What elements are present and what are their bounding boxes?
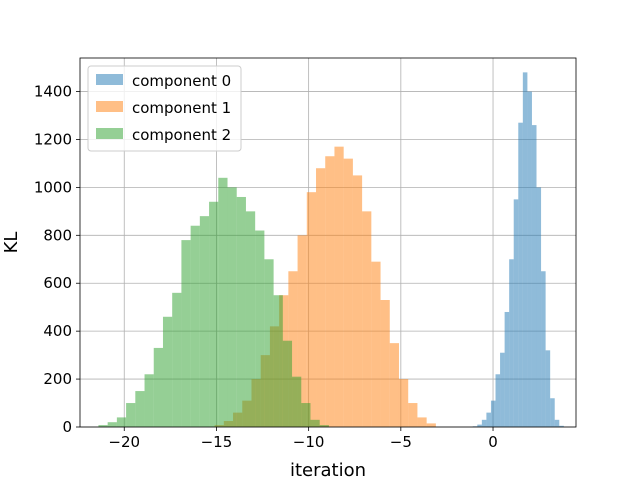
histogram-bar bbox=[245, 211, 256, 427]
series-2-bars bbox=[98, 177, 329, 427]
histogram-bar bbox=[495, 374, 501, 427]
y-tick-label: 1000 bbox=[34, 178, 72, 196]
legend-swatch bbox=[96, 101, 123, 112]
histogram-bar bbox=[236, 196, 246, 427]
plot-frame bbox=[79, 57, 577, 428]
histogram-bar bbox=[116, 417, 127, 427]
y-tick-label: 0 bbox=[62, 418, 72, 436]
histogram-bar bbox=[408, 403, 418, 427]
histogram-bar bbox=[380, 300, 390, 427]
histogram-bar bbox=[292, 376, 302, 427]
histogram-bar bbox=[306, 192, 317, 427]
y-axis-label: KL bbox=[1, 232, 22, 254]
histogram-bar bbox=[282, 340, 293, 427]
histogram-bar bbox=[273, 295, 283, 427]
histogram-bar bbox=[288, 271, 298, 427]
histogram-bar bbox=[559, 425, 564, 427]
histogram-bar bbox=[490, 400, 496, 427]
histogram-bar bbox=[426, 423, 436, 427]
histogram-bar bbox=[536, 187, 542, 427]
histogram-bar bbox=[352, 175, 363, 427]
histogram-bar bbox=[343, 158, 353, 428]
x-axis-ticks: −20 −15 −10 −5 0 bbox=[108, 427, 498, 451]
x-tick-label: −10 bbox=[293, 433, 325, 451]
histogram-bar bbox=[301, 403, 311, 427]
histogram-bar bbox=[531, 125, 537, 427]
histogram-bar bbox=[255, 230, 265, 427]
y-tick-label: 600 bbox=[43, 274, 72, 292]
histogram-bar bbox=[135, 391, 145, 427]
histogram-bar bbox=[172, 292, 182, 427]
legend-entry-label: component 2 bbox=[132, 126, 231, 144]
histogram-bar bbox=[98, 425, 108, 427]
histogram-bar bbox=[398, 379, 409, 427]
histogram-bar bbox=[477, 424, 482, 427]
histogram-bar bbox=[371, 261, 381, 427]
histogram-bar bbox=[554, 419, 560, 427]
legend-swatch bbox=[96, 74, 123, 85]
histogram-bar bbox=[190, 225, 200, 427]
histogram-bar bbox=[486, 412, 491, 427]
histogram-bar bbox=[209, 201, 219, 427]
histogram-bar bbox=[316, 168, 326, 428]
y-tick-label: 200 bbox=[43, 370, 72, 388]
histogram-bar bbox=[527, 91, 532, 427]
y-tick-label: 800 bbox=[43, 226, 72, 244]
legend-box bbox=[87, 65, 242, 152]
histogram-bar bbox=[162, 316, 173, 427]
histogram-bar bbox=[500, 352, 505, 427]
histogram-bar bbox=[362, 211, 372, 427]
histogram-bar bbox=[199, 216, 210, 427]
histogram-bar bbox=[319, 425, 329, 427]
y-tick-label: 1200 bbox=[34, 130, 72, 148]
histogram-bar bbox=[310, 419, 320, 427]
histogram-bar bbox=[541, 271, 546, 427]
histogram-bar bbox=[218, 177, 228, 427]
series-0-bars bbox=[472, 72, 564, 428]
x-axis-label: iteration bbox=[290, 460, 366, 480]
histogram-bar bbox=[153, 347, 163, 427]
legend-entry-label: component 0 bbox=[132, 72, 231, 90]
histogram-bar bbox=[504, 311, 510, 427]
histogram-bar bbox=[334, 146, 344, 428]
histogram-bars bbox=[98, 72, 564, 428]
x-tick-label: −15 bbox=[201, 433, 233, 451]
histogram-bar bbox=[518, 122, 523, 428]
legend-entry-label: component 1 bbox=[132, 99, 231, 117]
legend: component 0 component 1 component 2 bbox=[87, 65, 242, 152]
histogram-bar bbox=[181, 240, 191, 427]
histogram-bar bbox=[481, 419, 487, 427]
legend-swatch bbox=[96, 128, 123, 139]
histogram-bar bbox=[107, 422, 117, 427]
histogram-bar bbox=[297, 235, 307, 427]
histogram-bar bbox=[264, 259, 274, 427]
histogram-bar bbox=[545, 350, 551, 427]
histogram-bar bbox=[389, 343, 399, 427]
x-tick-label: −20 bbox=[108, 433, 140, 451]
histogram-bar bbox=[550, 398, 555, 427]
histogram-bar bbox=[513, 199, 519, 427]
histogram-bar bbox=[522, 72, 528, 428]
histogram-bar bbox=[509, 259, 514, 427]
x-tick-label: 0 bbox=[488, 433, 498, 451]
histogram-bar bbox=[126, 403, 136, 427]
y-tick-label: 1400 bbox=[34, 83, 72, 101]
histogram-bar bbox=[227, 187, 237, 427]
x-tick-label: −5 bbox=[390, 433, 412, 451]
histogram-bar bbox=[144, 374, 154, 427]
y-axis-ticks: 0 200 400 600 800 1000 1200 1400 bbox=[34, 83, 80, 436]
histogram-bar bbox=[325, 156, 335, 427]
histogram-bar bbox=[417, 417, 427, 427]
y-tick-label: 400 bbox=[43, 322, 72, 340]
